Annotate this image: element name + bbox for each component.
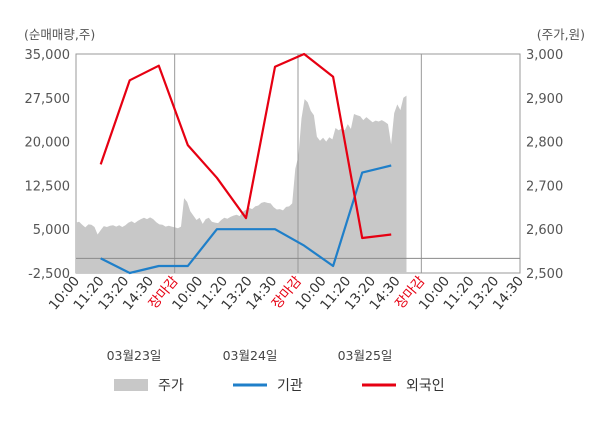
right-tick-label: 2,500 <box>526 267 563 282</box>
legend-label-기관: 기관 <box>277 378 303 394</box>
date-label: 03월24일 <box>223 348 278 363</box>
left-axis-unit: (순매매량,주) <box>24 27 95 42</box>
series-area-주가 <box>76 95 407 273</box>
right-axis-unit: (주가,원) <box>537 27 585 42</box>
right-tick-label: 2,800 <box>526 136 563 151</box>
legend-label-외국인: 외국인 <box>406 378 445 394</box>
right-tick-label: 2,700 <box>526 179 563 194</box>
left-tick-label: 5,000 <box>33 223 70 238</box>
right-tick-label: 2,600 <box>526 223 563 238</box>
left-tick-label: 20,000 <box>25 136 71 151</box>
left-tick-label: 12,500 <box>25 179 71 194</box>
date-label: 03월23일 <box>107 348 162 363</box>
legend-label-주가: 주가 <box>158 378 184 394</box>
legend: 주가 기관 외국인 <box>114 378 445 394</box>
left-tick-label: 35,000 <box>25 48 71 63</box>
plot-area: 35,000 27,500 20,000 12,500 5,000 -2,500 3,000… <box>25 48 564 363</box>
right-tick-label: 2,900 <box>526 92 563 107</box>
left-tick-label: 27,500 <box>25 92 71 107</box>
left-tick-label: -2,500 <box>28 267 70 282</box>
date-label: 03월25일 <box>338 348 393 363</box>
legend-swatch-주가 <box>114 379 148 391</box>
right-tick-label: 3,000 <box>526 48 563 63</box>
